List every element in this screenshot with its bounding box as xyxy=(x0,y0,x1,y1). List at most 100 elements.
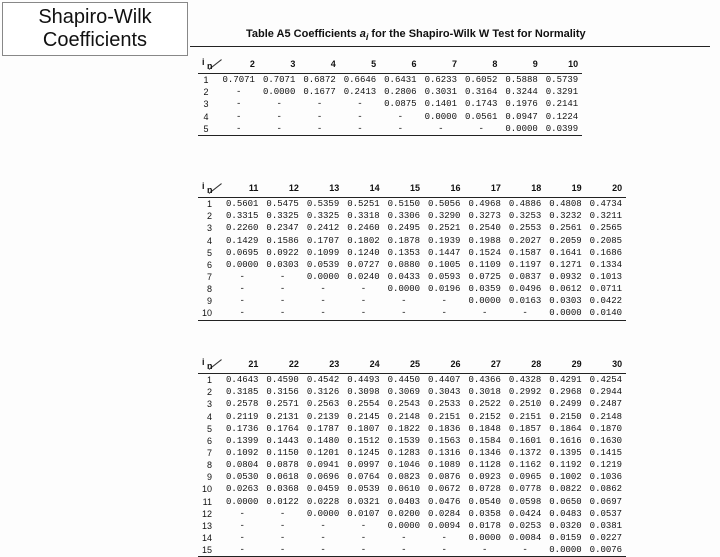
cell: 0.2059 xyxy=(545,235,585,247)
cell: 0.2152 xyxy=(464,411,504,423)
cell: 0.1150 xyxy=(262,447,302,459)
cell: 0.5056 xyxy=(424,198,464,211)
row-index: 13 xyxy=(198,520,222,532)
cell: 0.1539 xyxy=(384,435,424,447)
cell: 0.2119 xyxy=(222,411,262,423)
cell: 0.0598 xyxy=(505,496,545,508)
cell: - xyxy=(461,123,501,136)
cell: 0.1197 xyxy=(505,259,545,271)
cell: 0.0381 xyxy=(586,520,626,532)
cell: 0.3156 xyxy=(262,386,302,398)
cell: 0.2571 xyxy=(262,398,302,410)
cell: - xyxy=(303,520,343,532)
cell: - xyxy=(262,508,302,520)
cell: 0.0941 xyxy=(303,459,343,471)
cell: 0.1089 xyxy=(424,459,464,471)
cell: 0.0862 xyxy=(586,483,626,495)
row-index: 5 xyxy=(198,123,219,136)
cell: 0.2553 xyxy=(505,222,545,234)
cell: 0.1128 xyxy=(464,459,504,471)
cell: 0.1641 xyxy=(545,247,585,259)
cell: 0.1976 xyxy=(501,98,541,110)
col-header: 10 xyxy=(542,58,582,74)
col-header: 21 xyxy=(222,358,262,374)
cell: 0.1864 xyxy=(545,423,585,435)
cell: 0.0000 xyxy=(384,520,424,532)
cell: - xyxy=(380,123,420,136)
cell: 0.0159 xyxy=(545,532,585,544)
cell: 0.1346 xyxy=(464,447,504,459)
cell: 0.1822 xyxy=(384,423,424,435)
cell: - xyxy=(219,86,259,98)
row-index: 4 xyxy=(198,411,222,423)
cell: 0.4808 xyxy=(545,198,585,211)
cell: 0.2148 xyxy=(586,411,626,423)
cell: - xyxy=(343,295,383,307)
cell: 0.0612 xyxy=(545,283,585,295)
cell: - xyxy=(424,544,464,557)
cell: 0.3164 xyxy=(461,86,501,98)
cell: - xyxy=(380,111,420,123)
cell: 0.0000 xyxy=(384,283,424,295)
cell: 0.1099 xyxy=(303,247,343,259)
cell: - xyxy=(219,98,259,110)
cell: 0.0178 xyxy=(464,520,504,532)
cell: 0.0403 xyxy=(384,496,424,508)
cell: 0.2499 xyxy=(545,398,585,410)
cell: - xyxy=(421,123,461,136)
cell: 0.1002 xyxy=(545,471,585,483)
cell: - xyxy=(262,283,302,295)
cell: 0.0697 xyxy=(586,496,626,508)
cell: 0.5739 xyxy=(542,74,582,87)
cell: 0.3043 xyxy=(424,386,464,398)
cell: - xyxy=(262,271,302,283)
cell: - xyxy=(303,544,343,557)
cell: 0.1316 xyxy=(424,447,464,459)
cell: 0.3273 xyxy=(464,210,504,222)
cell: 0.2085 xyxy=(586,235,626,247)
col-header: 3 xyxy=(259,58,299,74)
cell: - xyxy=(259,123,299,136)
cell: - xyxy=(299,123,339,136)
cell: 0.0593 xyxy=(424,271,464,283)
cell: 0.2968 xyxy=(545,386,585,398)
cell: 0.6233 xyxy=(421,74,461,87)
cell: - xyxy=(340,123,380,136)
cell: 0.0107 xyxy=(343,508,383,520)
cell: 0.0476 xyxy=(424,496,464,508)
row-index: 2 xyxy=(198,210,222,222)
cell: 0.1271 xyxy=(545,259,585,271)
cell: 0.2145 xyxy=(343,411,383,423)
cell: 0.0253 xyxy=(505,520,545,532)
cell: 0.4493 xyxy=(343,374,383,387)
cell: 0.2347 xyxy=(262,222,302,234)
cell: 0.4734 xyxy=(586,198,626,211)
row-index: 3 xyxy=(198,98,219,110)
cell: 0.2521 xyxy=(424,222,464,234)
cell: - xyxy=(299,111,339,123)
cell: - xyxy=(424,295,464,307)
cell: 0.0227 xyxy=(586,532,626,544)
col-header: 20 xyxy=(586,182,626,198)
col-header: 16 xyxy=(424,182,464,198)
cell: - xyxy=(222,283,262,295)
cell: 0.1005 xyxy=(424,259,464,271)
cell: 0.0923 xyxy=(464,471,504,483)
cell: 0.0650 xyxy=(545,496,585,508)
cell: - xyxy=(222,532,262,544)
cell: 0.0822 xyxy=(545,483,585,495)
col-header: 2 xyxy=(219,58,259,74)
cell: 0.4407 xyxy=(424,374,464,387)
row-index: 8 xyxy=(198,283,222,295)
cell: 0.4968 xyxy=(464,198,504,211)
cell: 0.2487 xyxy=(586,398,626,410)
cell: 0.2554 xyxy=(343,398,383,410)
cell: 0.0200 xyxy=(384,508,424,520)
cell: - xyxy=(262,532,302,544)
cell: - xyxy=(222,520,262,532)
cell: 0.1686 xyxy=(586,247,626,259)
corner-cell: i n xyxy=(198,182,222,198)
cell: 0.0303 xyxy=(545,295,585,307)
cell: 0.0000 xyxy=(464,532,504,544)
cell: 0.4254 xyxy=(586,374,626,387)
